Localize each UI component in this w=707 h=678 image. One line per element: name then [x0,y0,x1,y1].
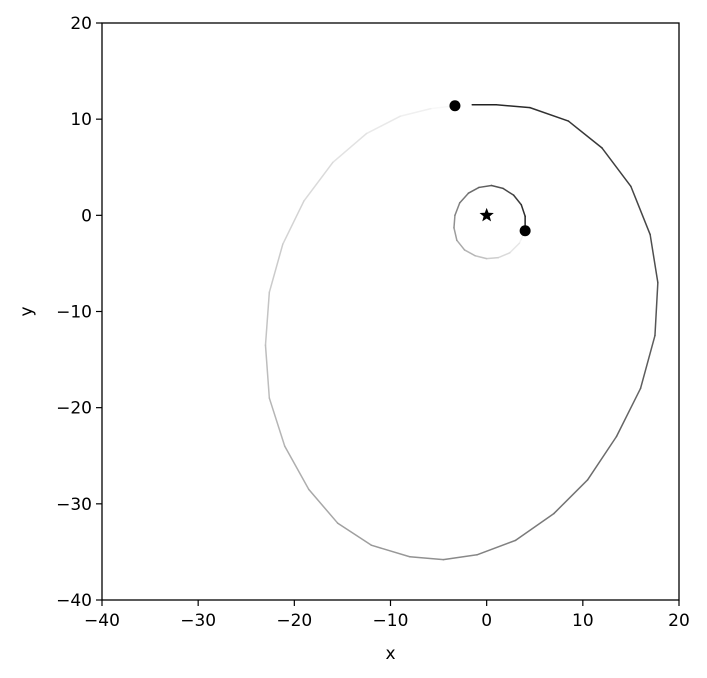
orbit-segment-inner [520,204,526,218]
orbit-segment-inner [474,254,488,260]
orbit-segment-outer [601,147,632,188]
orbit-segment-outer [615,387,642,438]
orbit-segment-outer [567,120,603,149]
orbit-segment-outer [303,161,334,202]
orbit-segment-outer [268,397,286,447]
orbit-segment-outer [365,115,401,135]
orbit-segment-inner [502,187,515,196]
orbit-segment-outer [264,291,271,346]
x-tick-label: −10 [373,611,409,631]
orbit-segment-inner [456,239,466,251]
orbit-segment-outer [336,522,373,546]
y-tick-label: 0 [81,206,92,226]
orbit-segment-outer [399,107,432,118]
orbit-segment-inner [512,194,523,206]
orbit-segment-outer [630,185,651,236]
orbit-segment-outer [649,233,659,284]
orbit-segment-outer [370,544,411,558]
orbit-segment-outer [654,281,659,337]
orbit-segment-inner [458,192,470,204]
x-tick-label: 20 [668,611,690,631]
orbit-segment-inner [497,252,511,259]
orbit-segment-outer [476,539,517,556]
orbit-segment-outer [308,488,339,524]
orbit-segment-outer [529,106,570,122]
orbit-segment-outer [514,512,555,542]
orbit-segment-outer [283,445,310,491]
y-tick-label: −30 [56,495,92,515]
orbit-segment-outer [408,555,445,561]
y-tick-label: −40 [56,591,92,611]
y-tick-label: 10 [70,110,92,130]
orbit-segment-inner [454,202,461,217]
orbit-segment-inner [463,249,476,257]
y-axis-ticks: −40 −30 −20 −10 0 10 20 [56,14,102,611]
orbit-segment-inner [467,186,480,194]
planet-marker [449,100,461,112]
orbit-segment-outer [495,103,531,109]
planet-marker [519,225,531,237]
orbit-segment-outer [282,200,305,245]
point-markers [449,100,531,237]
orbit-segment-inner [490,184,504,190]
orbit-paths [264,103,659,561]
x-tick-label: −30 [180,611,216,631]
orbit-segment-inner [453,227,458,242]
orbit-segment-inner [485,256,499,260]
y-axis-label: y [17,306,37,316]
central-star-marker [479,207,494,222]
y-tick-label: 20 [70,14,92,34]
orbit-segment-outer [586,435,618,481]
x-tick-label: −20 [276,611,312,631]
x-tick-label: 0 [481,611,492,631]
orbit-segment-inner [478,184,493,189]
y-tick-label: −20 [56,399,92,419]
orbit-segment-inner [453,214,456,229]
x-tick-label: 10 [572,611,594,631]
orbit-segment-outer [268,243,284,294]
orbit-segment-outer [639,334,656,390]
x-tick-label: −40 [84,611,120,631]
orbit-segment-outer [332,132,368,164]
orbit-segment-outer [264,344,271,399]
x-axis-ticks: −40 −30 −20 −10 0 10 20 [84,600,690,631]
orbit-segment-inner [508,242,521,254]
y-tick-label: −10 [56,303,92,323]
x-axis-label: x [385,644,395,664]
orbit-segment-outer [442,554,478,561]
orbit-segment-outer [553,479,589,515]
